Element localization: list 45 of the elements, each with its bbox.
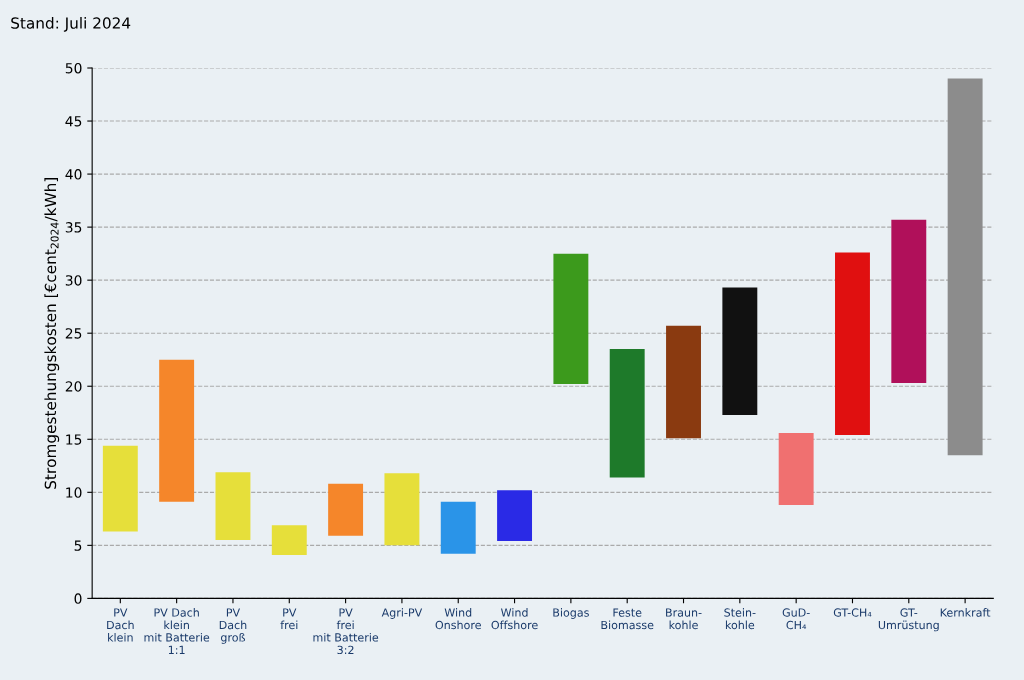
x-tick-label: Feste Biomasse xyxy=(601,608,654,630)
bar xyxy=(666,325,701,439)
y-tick-label: 40 xyxy=(65,169,82,180)
x-tick-label: GT- Umrüstung xyxy=(878,608,939,632)
y-tick-label: 5 xyxy=(74,540,82,551)
bar xyxy=(440,501,476,554)
bar xyxy=(102,445,138,532)
bar xyxy=(215,472,251,541)
bar xyxy=(271,525,307,555)
x-tick-label: GT-CH₄ xyxy=(833,608,872,617)
y-tick-label: 25 xyxy=(65,328,82,339)
x-tick-label: Agri-PV xyxy=(381,608,423,619)
bar xyxy=(328,483,364,536)
y-axis-title: Stromgestehungskosten [€cent$_{2024}$/kWh] xyxy=(44,178,60,489)
bar xyxy=(553,253,589,385)
bar xyxy=(159,359,195,502)
bar xyxy=(497,490,533,542)
y-tick-label: 15 xyxy=(66,434,82,445)
bar xyxy=(384,473,420,546)
y-tick-label: 35 xyxy=(65,222,82,233)
bar xyxy=(835,252,870,436)
x-tick-label: Stein- kohle xyxy=(724,608,756,630)
x-tick-label: Wind Offshore xyxy=(491,608,538,630)
y-tick-label: 30 xyxy=(65,275,82,286)
bar xyxy=(891,219,927,384)
y-tick-label: 10 xyxy=(66,487,82,498)
x-tick-label: PV frei xyxy=(280,608,298,630)
bar xyxy=(722,287,758,415)
y-tick-label: 50 xyxy=(65,62,82,74)
y-tick-label: 45 xyxy=(65,116,82,127)
x-tick-label: PV Dach groß xyxy=(219,608,247,644)
bar xyxy=(778,432,814,506)
x-tick-label: PV frei mit Batterie 3:2 xyxy=(313,608,379,655)
x-tick-label: Wind Onshore xyxy=(435,608,481,630)
text: Stand: Juli 2024 xyxy=(11,17,131,32)
x-tick-label: Biogas xyxy=(553,608,589,619)
y-tick-label: 20 xyxy=(65,381,82,392)
x-tick-label: Braun- kohle xyxy=(666,608,702,630)
x-tick-label: GuD- CH₄ xyxy=(782,608,810,630)
x-tick-label: PV Dach klein mit Batterie 1:1 xyxy=(144,608,210,654)
x-tick-label: Kernkraft xyxy=(940,608,991,617)
x-tick-label: PV Dach klein xyxy=(107,608,134,642)
bar xyxy=(947,78,983,456)
bar xyxy=(609,349,645,478)
y-tick-label: 0 xyxy=(74,593,82,604)
